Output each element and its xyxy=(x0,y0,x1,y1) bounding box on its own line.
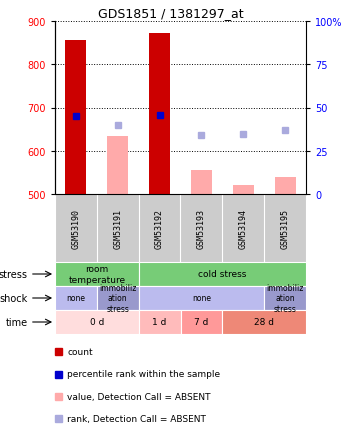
Text: GSM53192: GSM53192 xyxy=(155,208,164,248)
Bar xyxy=(97,286,139,310)
Text: stress: stress xyxy=(0,270,28,279)
Bar xyxy=(55,393,62,400)
Bar xyxy=(180,310,222,334)
Bar xyxy=(264,286,306,310)
Text: room
temperature: room temperature xyxy=(68,265,125,284)
Bar xyxy=(55,310,139,334)
Text: rank, Detection Call = ABSENT: rank, Detection Call = ABSENT xyxy=(67,414,206,423)
Text: GSM53195: GSM53195 xyxy=(281,208,290,248)
Text: none: none xyxy=(66,294,85,303)
Bar xyxy=(55,371,62,378)
Bar xyxy=(222,310,306,334)
Text: none: none xyxy=(192,294,211,303)
Text: GDS1851 / 1381297_at: GDS1851 / 1381297_at xyxy=(98,7,243,20)
Bar xyxy=(139,310,180,334)
Text: count: count xyxy=(67,348,93,356)
Bar xyxy=(65,41,86,194)
Bar xyxy=(139,286,264,310)
Text: cold stress: cold stress xyxy=(198,270,247,279)
Text: GSM53193: GSM53193 xyxy=(197,208,206,248)
Text: immobiliz
ation
stress: immobiliz ation stress xyxy=(99,283,136,313)
Bar xyxy=(55,349,62,355)
Text: percentile rank within the sample: percentile rank within the sample xyxy=(67,370,220,378)
Text: GSM53194: GSM53194 xyxy=(239,208,248,248)
Text: 7 d: 7 d xyxy=(194,318,209,327)
Bar xyxy=(55,263,139,286)
Bar xyxy=(139,263,306,286)
Text: GSM53191: GSM53191 xyxy=(113,208,122,248)
Text: value, Detection Call = ABSENT: value, Detection Call = ABSENT xyxy=(67,392,210,401)
Bar xyxy=(55,286,97,310)
Text: GSM53190: GSM53190 xyxy=(71,208,80,248)
Text: 28 d: 28 d xyxy=(254,318,274,327)
Bar xyxy=(275,178,296,194)
Bar xyxy=(149,34,170,194)
Bar xyxy=(233,186,254,194)
Text: 0 d: 0 d xyxy=(90,318,104,327)
Text: immobiliz
ation
stress: immobiliz ation stress xyxy=(266,283,304,313)
Bar xyxy=(107,136,128,194)
Text: time: time xyxy=(6,317,28,327)
Bar xyxy=(191,171,212,194)
Bar xyxy=(55,415,62,422)
Text: shock: shock xyxy=(0,293,28,303)
Text: 1 d: 1 d xyxy=(152,318,167,327)
